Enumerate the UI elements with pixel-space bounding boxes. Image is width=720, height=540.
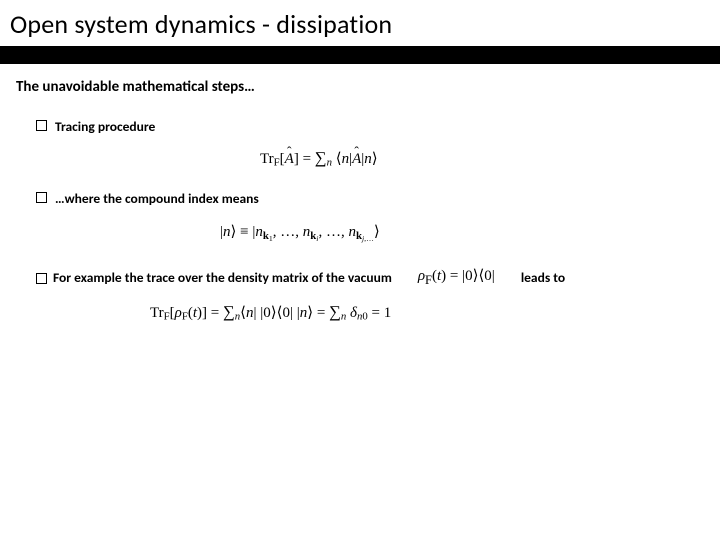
bullet-text: For example the trace over the density m… <box>53 269 392 286</box>
checkbox-icon <box>36 120 47 131</box>
slide-title: Open system dynamics - dissipation <box>10 8 392 40</box>
checkbox-icon <box>36 192 47 203</box>
slide: Open system dynamics - dissipation The u… <box>0 0 720 540</box>
bullet-item: …where the compound index means <box>36 190 259 207</box>
leads-to-text: leads to <box>521 269 565 286</box>
bullet-text: Tracing procedure <box>55 118 155 135</box>
formula-compound-index: |n⟩ ≡ |nk1, …, nki, …, nkj,…⟩ <box>220 222 380 243</box>
formula-trace-vac: TrF[ρF(t)] = ∑n⟨n| |0⟩⟨0| |n⟩ = ∑n δn0 =… <box>150 302 391 323</box>
title-underline <box>0 46 720 64</box>
slide-subtitle: The unavoidable mathematical steps… <box>16 78 255 96</box>
checkbox-icon <box>36 273 47 284</box>
formula-rho-vac: ρF(t) = |0⟩⟨0| <box>418 266 495 288</box>
formula-trace-def: TrF[A] = ∑n ⟨n|A|n⟩ <box>260 148 378 169</box>
bullet-text: …where the compound index means <box>55 190 259 207</box>
bullet-item: Tracing procedure <box>36 118 155 135</box>
bullet-item: For example the trace over the density m… <box>36 266 565 288</box>
